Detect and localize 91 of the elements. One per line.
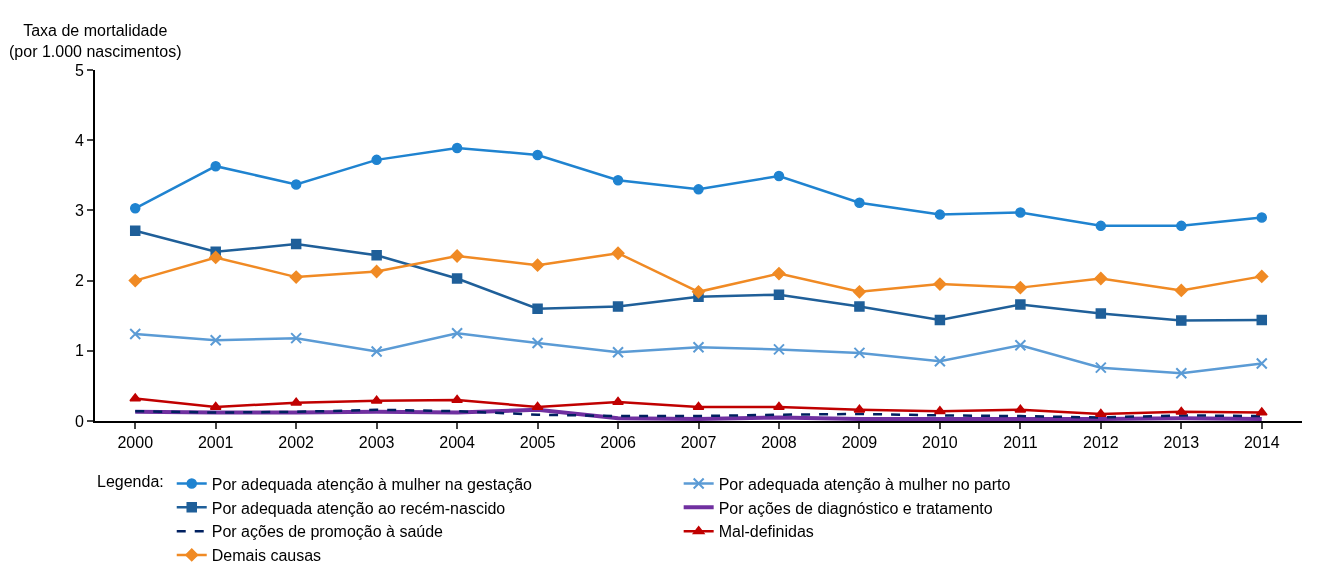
point bbox=[934, 209, 946, 220]
point bbox=[530, 258, 545, 272]
point bbox=[371, 154, 382, 166]
point bbox=[853, 346, 866, 359]
point bbox=[611, 246, 625, 260]
point bbox=[451, 327, 464, 340]
point bbox=[772, 343, 785, 356]
x-tick-label: 2004 bbox=[439, 434, 475, 452]
point bbox=[128, 274, 142, 288]
point bbox=[854, 301, 865, 312]
point bbox=[1095, 220, 1107, 232]
legend-label: Por ações de promoção à saúde bbox=[211, 523, 444, 541]
point bbox=[692, 341, 705, 354]
point bbox=[129, 327, 142, 340]
point bbox=[129, 203, 141, 214]
y-tick-label: 4 bbox=[74, 131, 84, 149]
point bbox=[612, 396, 624, 406]
point bbox=[1255, 269, 1269, 283]
point bbox=[1175, 367, 1188, 380]
point bbox=[1014, 339, 1027, 352]
point bbox=[854, 197, 865, 208]
y-tick-label: 2 bbox=[74, 272, 84, 290]
point bbox=[290, 332, 303, 345]
y-tick-label: 3 bbox=[74, 202, 84, 219]
point bbox=[1013, 281, 1027, 295]
legend-label: Mal-definidas bbox=[718, 523, 814, 541]
point bbox=[129, 225, 141, 237]
x-tick-label: 2002 bbox=[278, 434, 315, 452]
point bbox=[612, 174, 624, 186]
point bbox=[1255, 357, 1268, 370]
point bbox=[1015, 207, 1026, 218]
x-tick-label: 2005 bbox=[519, 434, 556, 452]
legend-title: Legenda: bbox=[97, 473, 164, 491]
point bbox=[852, 285, 867, 299]
point bbox=[773, 401, 785, 410]
point bbox=[773, 289, 785, 300]
point bbox=[210, 160, 221, 172]
x-tick-label: 2014 bbox=[1243, 434, 1280, 452]
x-tick-label: 2013 bbox=[1163, 434, 1200, 452]
point bbox=[1256, 314, 1268, 326]
x-tick-label: 2011 bbox=[1003, 434, 1038, 452]
x-tick-label: 2000 bbox=[117, 434, 154, 452]
point bbox=[773, 170, 785, 182]
x-tick-label: 2006 bbox=[600, 434, 636, 452]
point bbox=[933, 277, 947, 291]
legend-label: Por adequada atenção à mulher no parto bbox=[718, 475, 1011, 493]
point bbox=[532, 303, 543, 314]
x-tick-label: 2012 bbox=[1083, 434, 1119, 452]
point bbox=[370, 345, 383, 358]
point bbox=[209, 250, 223, 265]
point bbox=[450, 249, 464, 263]
point bbox=[371, 250, 382, 261]
point bbox=[612, 301, 624, 312]
point bbox=[290, 179, 302, 190]
point bbox=[691, 285, 706, 299]
legend-label: Por ações de diagnóstico e tratamento bbox=[718, 499, 993, 517]
point bbox=[531, 337, 544, 350]
point bbox=[934, 314, 946, 326]
x-tick-label: 2007 bbox=[680, 434, 717, 452]
point bbox=[933, 355, 946, 368]
x-tick-label: 2010 bbox=[922, 434, 958, 452]
point bbox=[1176, 220, 1187, 232]
point bbox=[370, 264, 384, 279]
point bbox=[290, 238, 302, 250]
point bbox=[1094, 361, 1107, 374]
legend-label: Demais causas bbox=[211, 547, 322, 565]
point bbox=[612, 346, 625, 359]
point bbox=[693, 184, 704, 195]
point bbox=[451, 273, 463, 284]
x-tick-label: 2001 bbox=[197, 434, 234, 452]
x-tick-label: 2003 bbox=[358, 434, 395, 452]
point bbox=[209, 334, 222, 347]
legend-label: Por adequada atenção ao recém-nascido bbox=[211, 499, 506, 517]
y-axis-title: Taxa de mortalidade (por 1.000 nascimentos) bbox=[9, 22, 182, 60]
point bbox=[772, 266, 786, 281]
x-tick-label: 2008 bbox=[761, 434, 797, 452]
y-tick-label: 1 bbox=[74, 342, 84, 360]
point bbox=[451, 142, 463, 154]
point bbox=[1176, 315, 1187, 326]
point bbox=[1015, 299, 1026, 310]
point bbox=[1174, 283, 1188, 298]
point bbox=[1094, 271, 1108, 286]
point bbox=[532, 149, 543, 161]
y-tick-label: 5 bbox=[74, 61, 84, 79]
point bbox=[289, 270, 303, 284]
point bbox=[1095, 308, 1107, 319]
x-tick-label: 2009 bbox=[841, 434, 878, 452]
legend-label: Por adequada atenção à mulher na gestação bbox=[211, 475, 533, 493]
point bbox=[1256, 212, 1268, 223]
point bbox=[933, 405, 946, 415]
y-tick-label: 0 bbox=[74, 412, 84, 430]
